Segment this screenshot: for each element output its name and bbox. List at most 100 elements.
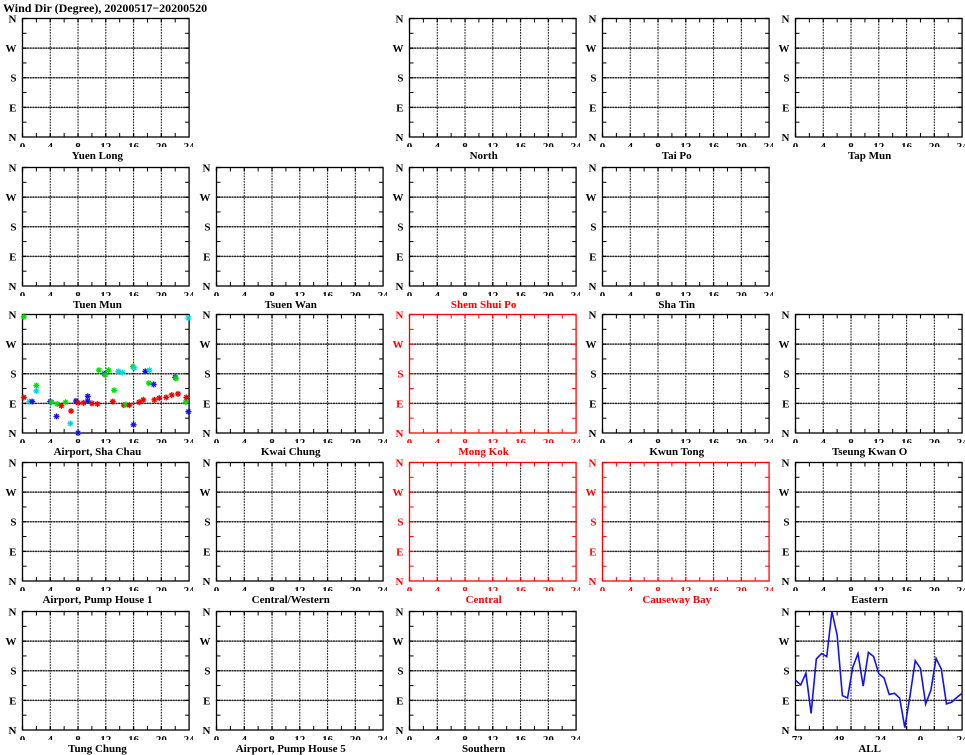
svg-text:12: 12 — [873, 585, 884, 591]
svg-text:16: 16 — [515, 585, 526, 591]
svg-text:E: E — [589, 399, 596, 411]
svg-text:8: 8 — [269, 734, 275, 740]
svg-text:N: N — [395, 311, 403, 322]
svg-text:4: 4 — [434, 585, 440, 591]
svg-text:12: 12 — [294, 734, 305, 740]
svg-text:16: 16 — [515, 141, 526, 147]
svg-text:8: 8 — [76, 585, 82, 591]
svg-text:12: 12 — [873, 437, 884, 443]
svg-text:W: W — [6, 192, 17, 204]
svg-text:16: 16 — [708, 437, 719, 443]
svg-text:W: W — [778, 43, 789, 55]
svg-text:4: 4 — [48, 141, 54, 147]
svg-text:N: N — [395, 459, 403, 470]
svg-text:12: 12 — [487, 141, 498, 147]
svg-text:S: S — [590, 73, 596, 85]
svg-text:N: N — [395, 725, 403, 737]
svg-text:N: N — [202, 576, 210, 588]
svg-text:N: N — [395, 608, 403, 619]
svg-text:E: E — [589, 547, 596, 559]
svg-text:24: 24 — [956, 585, 965, 591]
svg-text:4: 4 — [627, 290, 633, 296]
svg-text:W: W — [199, 487, 210, 499]
svg-text:4: 4 — [241, 585, 247, 591]
svg-text:0: 0 — [917, 734, 923, 740]
svg-text:8: 8 — [269, 437, 275, 443]
svg-text:20: 20 — [542, 734, 553, 740]
svg-text:S: S — [204, 222, 210, 234]
svg-text:N: N — [9, 576, 17, 588]
svg-text:4: 4 — [820, 141, 826, 147]
svg-text:8: 8 — [848, 585, 854, 591]
svg-text:W: W — [392, 340, 403, 352]
svg-text:E: E — [10, 103, 17, 115]
svg-text:S: S — [397, 665, 403, 677]
svg-text:24: 24 — [956, 141, 965, 147]
svg-text:12: 12 — [680, 290, 691, 296]
svg-text:N: N — [395, 15, 403, 26]
svg-text:-48: -48 — [829, 734, 844, 740]
svg-text:12: 12 — [294, 585, 305, 591]
svg-text:24: 24 — [184, 141, 193, 147]
svg-text:-72: -72 — [788, 734, 803, 740]
svg-text:N: N — [588, 576, 596, 588]
svg-text:W: W — [6, 636, 17, 648]
svg-text:12: 12 — [294, 437, 305, 443]
svg-text:N: N — [588, 459, 596, 470]
svg-text:16: 16 — [708, 290, 719, 296]
svg-text:4: 4 — [241, 734, 247, 740]
svg-text:0: 0 — [406, 290, 412, 296]
svg-text:8: 8 — [462, 585, 468, 591]
svg-text:24: 24 — [184, 734, 193, 740]
svg-text:E: E — [396, 547, 403, 559]
svg-text:0: 0 — [20, 290, 26, 296]
svg-text:N: N — [588, 428, 596, 440]
svg-text:0: 0 — [406, 585, 412, 591]
svg-text:12: 12 — [487, 437, 498, 443]
svg-text:4: 4 — [627, 141, 633, 147]
svg-text:N: N — [202, 428, 210, 440]
svg-text:8: 8 — [655, 437, 661, 443]
svg-text:W: W — [585, 192, 596, 204]
svg-text:E: E — [10, 695, 17, 707]
svg-text:N: N — [588, 311, 596, 322]
svg-text:20: 20 — [350, 290, 361, 296]
svg-text:16: 16 — [901, 141, 912, 147]
svg-text:S: S — [397, 73, 403, 85]
svg-text:0: 0 — [20, 141, 26, 147]
svg-text:N: N — [395, 576, 403, 588]
svg-text:24: 24 — [570, 437, 579, 443]
svg-text:N: N — [9, 132, 17, 144]
svg-text:W: W — [199, 340, 210, 352]
svg-text:16: 16 — [322, 437, 333, 443]
svg-text:S: S — [783, 665, 789, 677]
svg-text:8: 8 — [655, 290, 661, 296]
svg-text:20: 20 — [156, 734, 167, 740]
svg-text:12: 12 — [101, 290, 112, 296]
svg-text:0: 0 — [599, 141, 605, 147]
svg-text:24: 24 — [570, 290, 579, 296]
svg-text:4: 4 — [241, 290, 247, 296]
svg-text:N: N — [9, 311, 17, 322]
svg-text:24: 24 — [377, 734, 386, 740]
svg-text:20: 20 — [736, 290, 747, 296]
svg-text:16: 16 — [515, 734, 526, 740]
svg-text:E: E — [396, 103, 403, 115]
svg-text:S: S — [590, 222, 596, 234]
svg-text:20: 20 — [542, 290, 553, 296]
svg-text:N: N — [202, 311, 210, 322]
svg-text:4: 4 — [820, 585, 826, 591]
svg-text:24: 24 — [184, 290, 193, 296]
svg-text:16: 16 — [901, 437, 912, 443]
svg-text:20: 20 — [542, 437, 553, 443]
svg-text:0: 0 — [599, 290, 605, 296]
svg-text:8: 8 — [462, 437, 468, 443]
svg-text:0: 0 — [20, 437, 26, 443]
svg-text:8: 8 — [848, 437, 854, 443]
svg-text:W: W — [585, 340, 596, 352]
svg-text:S: S — [204, 665, 210, 677]
svg-text:S: S — [590, 517, 596, 529]
svg-text:16: 16 — [515, 290, 526, 296]
svg-text:N: N — [395, 428, 403, 440]
svg-text:S: S — [783, 369, 789, 381]
